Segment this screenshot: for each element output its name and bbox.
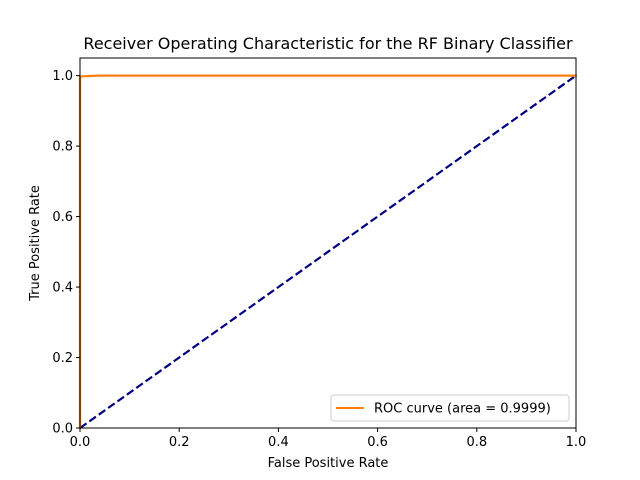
series-layer xyxy=(78,74,578,430)
legend: ROC curve (area = 0.9999) xyxy=(330,394,570,422)
x-tick-label: 0.4 xyxy=(268,435,289,450)
x-tick-label: 0.6 xyxy=(367,435,388,450)
axes-frame xyxy=(79,57,577,429)
x-axis-label: False Positive Rate xyxy=(268,456,389,471)
chart-title: Receiver Operating Characteristic for th… xyxy=(83,34,573,53)
y-axis-label: True Positive Rate xyxy=(28,185,43,302)
y-tick-label: 1.0 xyxy=(52,69,73,84)
y-tick-label: 0.2 xyxy=(52,351,73,366)
y-tick-label: 0.4 xyxy=(52,281,73,296)
chance-diagonal-line xyxy=(79,74,577,429)
roc-curve-line xyxy=(78,74,578,430)
y-axis-ticks: 0.0 0.2 0.4 0.6 0.8 1.0 xyxy=(52,69,80,437)
y-tick-label: 0.8 xyxy=(52,140,73,155)
y-tick-label: 0.0 xyxy=(52,422,73,437)
legend-label-roc: ROC curve (area = 0.9999) xyxy=(374,402,551,417)
x-tick-label: 0.8 xyxy=(466,435,487,450)
y-tick-label: 0.6 xyxy=(52,210,73,225)
legend-box xyxy=(330,394,570,422)
x-axis-ticks: 0.0 0.2 0.4 0.6 0.8 1.0 xyxy=(70,428,587,450)
plot-area xyxy=(78,57,578,430)
x-tick-label: 0.0 xyxy=(70,435,91,450)
x-tick-label: 1.0 xyxy=(566,435,587,450)
x-tick-label: 0.2 xyxy=(169,435,190,450)
